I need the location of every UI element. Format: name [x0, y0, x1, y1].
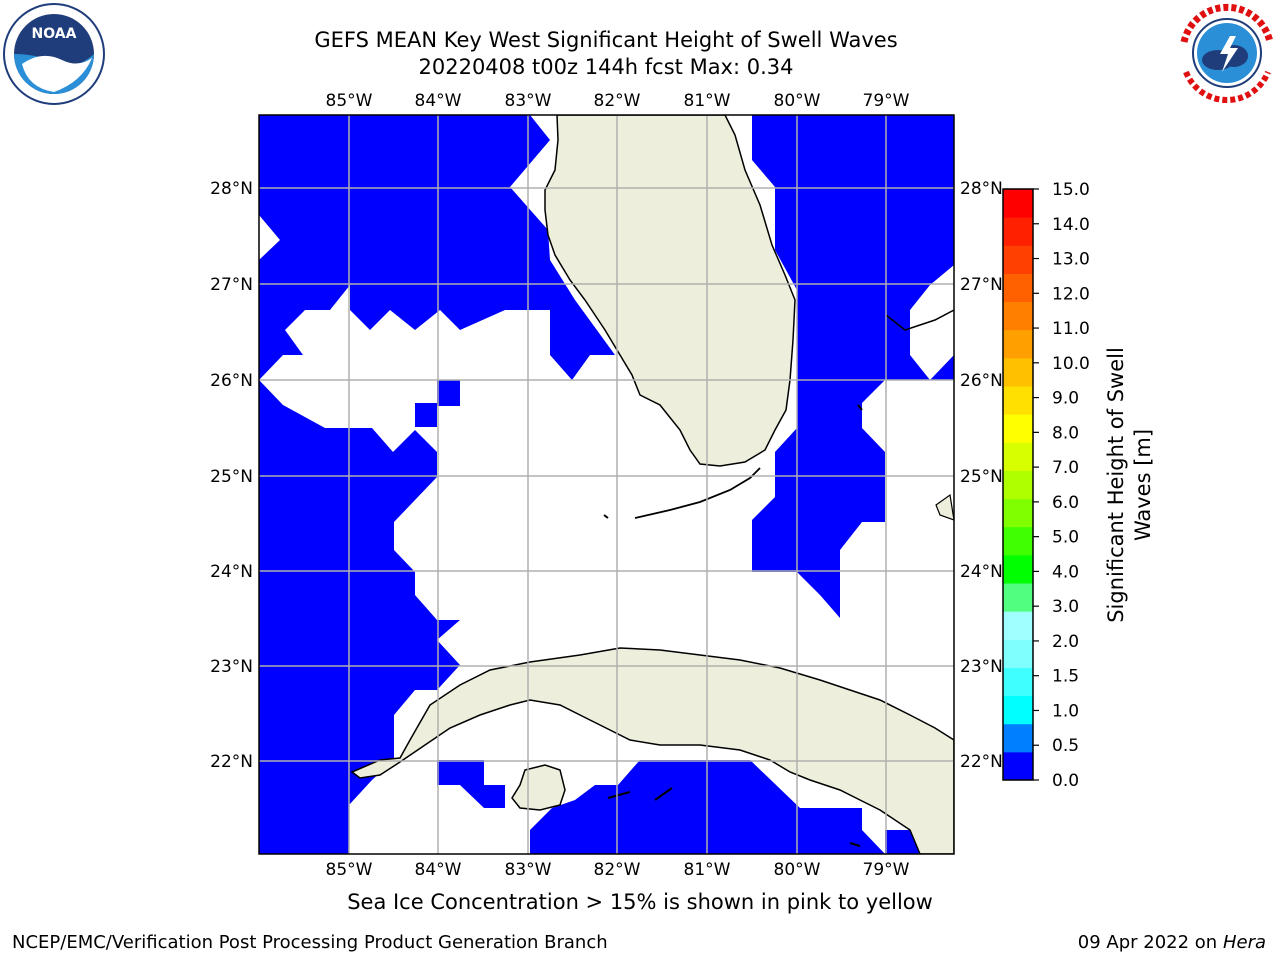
footer-credit: NCEP/EMC/Verification Post Processing Pr…: [12, 932, 608, 953]
lat-label-right: 26°N: [960, 371, 1003, 391]
colorbar-segment: [1003, 498, 1033, 528]
florida-landmass: [544, 115, 796, 467]
colorbar-segment: [1003, 554, 1033, 584]
lon-label-bottom: 82°W: [594, 860, 641, 880]
lat-label-right: 28°N: [960, 179, 1003, 199]
chart-subtitle: 20220408 t00z 144h fcst Max: 0.34: [418, 55, 794, 79]
colorbar-segment: [1003, 414, 1033, 443]
colorbar-tick-label: 13.0: [1052, 250, 1090, 270]
colorbar-label-line2: Waves [m]: [1131, 429, 1155, 541]
colorbar-segment: [1003, 751, 1033, 781]
colorbar-tick-label: 0.5: [1052, 736, 1079, 756]
lon-label-bottom: 79°W: [863, 860, 910, 880]
colorbar-tick-label: 1.0: [1052, 701, 1079, 721]
lat-label-left: 24°N: [210, 562, 253, 582]
lat-label-left: 26°N: [210, 371, 253, 391]
colorbar-segment: [1003, 526, 1033, 556]
colorbar-tick-label: 7.0: [1052, 458, 1079, 478]
colorbar-segment: [1003, 639, 1033, 668]
colorbar: [1003, 189, 1033, 781]
lon-label-bottom: 81°W: [684, 860, 731, 880]
lat-label-left: 23°N: [210, 657, 253, 677]
colorbar-segment: [1003, 217, 1033, 246]
colorbar-tick-label: 4.0: [1052, 562, 1079, 582]
colorbar-tick-label: 2.0: [1052, 632, 1079, 652]
svg-text:NOAA: NOAA: [32, 26, 77, 42]
colorbar-segment: [1003, 723, 1033, 753]
lon-label-bottom: 84°W: [415, 860, 462, 880]
colorbar-tick-label: 12.0: [1052, 284, 1090, 304]
isla-de-la-juventud: [511, 764, 566, 811]
colorbar-segment: [1003, 470, 1033, 500]
colorbar-tick-label: 0.0: [1052, 771, 1079, 791]
footer-date: 09 Apr 2022 on Hera: [1078, 932, 1266, 953]
lat-label-right: 23°N: [960, 657, 1003, 677]
map-gridlines: [259, 115, 954, 854]
footer-machine: Hera: [1222, 932, 1266, 953]
lon-label-top: 81°W: [684, 91, 731, 111]
colorbar-tick-label: 9.0: [1052, 389, 1079, 409]
colorbar-tick-label: 15.0: [1052, 180, 1090, 200]
colorbar-segment: [1003, 301, 1033, 331]
lat-label-left: 28°N: [210, 179, 253, 199]
lon-label-top: 82°W: [594, 91, 641, 111]
lon-label-top: 79°W: [863, 91, 910, 111]
lat-label-right: 24°N: [960, 562, 1003, 582]
colorbar-tick-label: 1.5: [1052, 667, 1079, 687]
colorbar-segment: [1003, 667, 1033, 697]
colorbar-tick-label: 8.0: [1052, 423, 1079, 443]
colorbar-tick-label: 11.0: [1052, 319, 1090, 339]
colorbar-segment: [1003, 329, 1033, 359]
colorbar-segment: [1003, 357, 1033, 387]
colorbar-segment: [1003, 611, 1033, 640]
lat-label-left: 22°N: [210, 752, 253, 772]
colorbar-segment: [1003, 583, 1033, 612]
chart-title: GEFS MEAN Key West Significant Height of…: [314, 28, 898, 52]
lon-label-bottom: 83°W: [505, 860, 552, 880]
sea-ice-caption: Sea Ice Concentration > 15% is shown in …: [347, 890, 933, 914]
nws-logo-icon: [1178, 3, 1276, 104]
colorbar-segment: [1003, 386, 1033, 415]
colorbar-segment: [1003, 695, 1033, 725]
lat-label-right: 25°N: [960, 467, 1003, 487]
colorbar-segment: [1003, 442, 1033, 471]
colorbar-frame: [1002, 188, 1034, 781]
lon-label-top: 80°W: [774, 91, 821, 111]
lon-label-top: 85°W: [326, 91, 373, 111]
cuba-landmass: [350, 647, 954, 854]
lat-label-left: 25°N: [210, 467, 253, 487]
lon-label-top: 83°W: [505, 91, 552, 111]
footer-date-text: 09 Apr 2022 on: [1077, 932, 1223, 953]
colorbar-segment: [1003, 245, 1033, 274]
colorbar-tick-label: 10.0: [1052, 354, 1090, 374]
lat-label-right: 27°N: [960, 275, 1003, 295]
colorbar-segment: [1003, 273, 1033, 303]
colorbar-segment: [1003, 189, 1033, 218]
colorbar-tick-label: 3.0: [1052, 597, 1079, 617]
lat-label-left: 27°N: [210, 275, 253, 295]
lon-label-bottom: 80°W: [774, 860, 821, 880]
colorbar-tick-label: 5.0: [1052, 528, 1079, 548]
colorbar-tick-label: 14.0: [1052, 215, 1090, 235]
lon-label-top: 84°W: [415, 91, 462, 111]
noaa-logo-icon: NOAA: [3, 3, 105, 105]
lat-label-right: 22°N: [960, 752, 1003, 772]
lon-label-bottom: 85°W: [326, 860, 373, 880]
colorbar-tick-label: 6.0: [1052, 493, 1079, 513]
colorbar-label-line1: Significant Height of Swell: [1104, 347, 1128, 623]
bahamas-island: [885, 309, 954, 331]
map-frame: [258, 114, 955, 855]
